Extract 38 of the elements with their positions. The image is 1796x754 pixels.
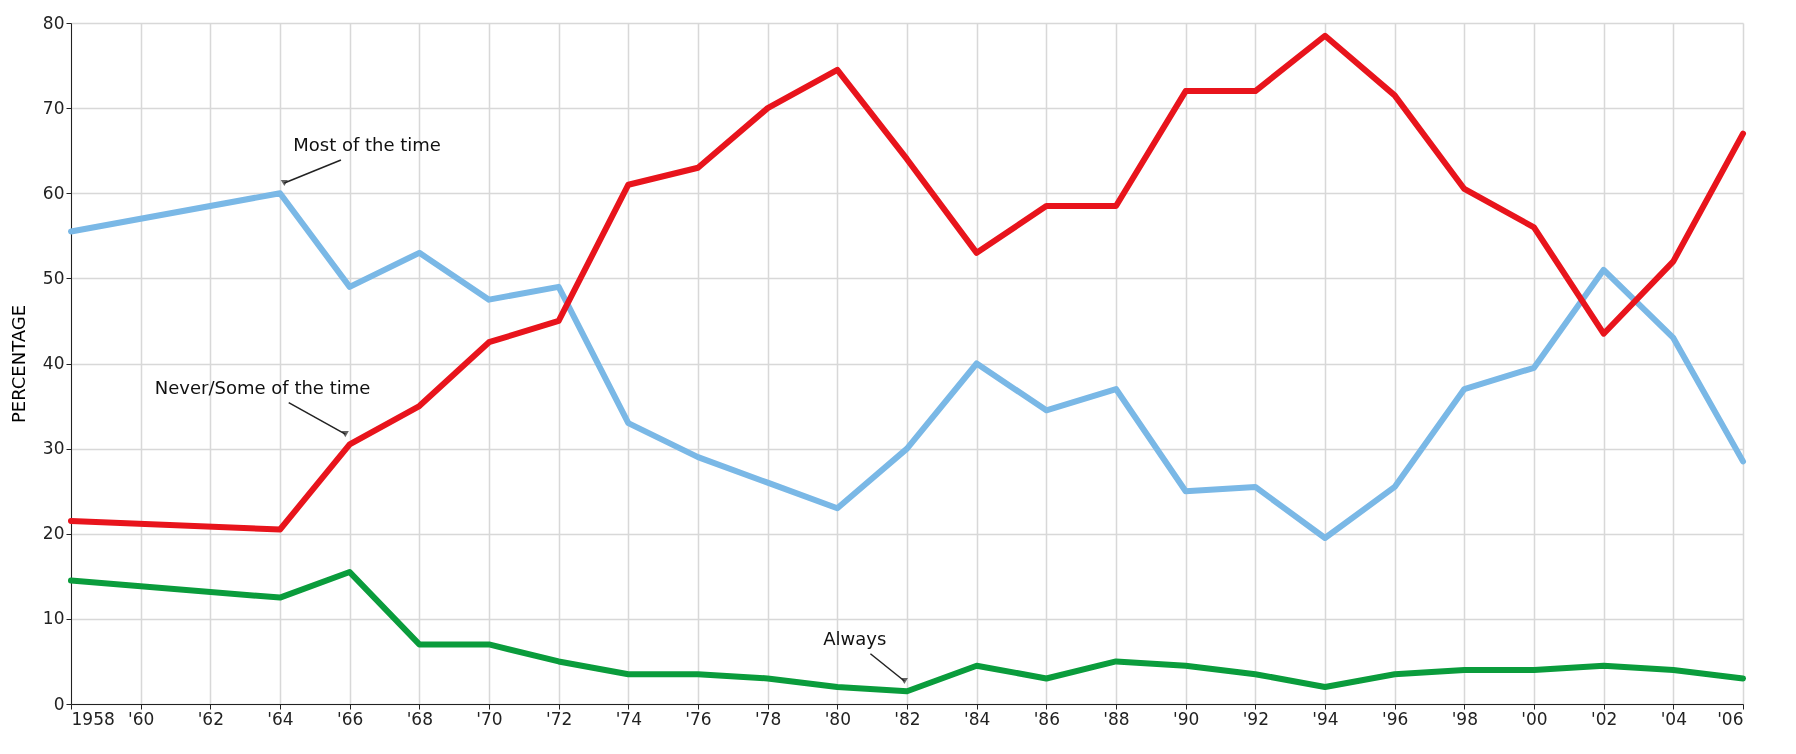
y-tick-label: 60 (42, 182, 65, 203)
x-tick-label: '98 (1451, 708, 1478, 729)
series-label: Never/Some of the time (154, 376, 371, 398)
y-tick-label: 70 (42, 97, 65, 118)
x-tick-label: '00 (1521, 708, 1548, 729)
y-tick-label: 80 (42, 12, 65, 33)
x-tick-label: '70 (476, 708, 503, 729)
x-tick-label: '62 (197, 708, 224, 729)
x-tick-label: '84 (964, 708, 991, 729)
y-tick-label: 30 (42, 438, 65, 459)
x-tick-label: '64 (267, 708, 294, 729)
x-tick-label: '76 (685, 708, 712, 729)
x-tick-label: '04 (1660, 708, 1687, 729)
x-tick-label: '90 (1173, 708, 1200, 729)
x-tick-label: '66 (337, 708, 364, 729)
x-tick-label: '60 (128, 708, 155, 729)
x-tick-label: '72 (546, 708, 573, 729)
x-tick-label: '88 (1103, 708, 1130, 729)
x-tick-label: '68 (406, 708, 433, 729)
x-tick-label: '92 (1242, 708, 1269, 729)
x-tick-label: '74 (615, 708, 642, 729)
y-tick-label: 40 (42, 353, 65, 373)
x-tick-label: '06 (1717, 708, 1744, 729)
y-axis-title: PERCENTAGE (7, 304, 29, 424)
text: Most of the time (293, 133, 441, 155)
y-tick-label: 10 (42, 608, 65, 629)
x-tick-label: '02 (1591, 708, 1618, 729)
y-tick-label: 50 (42, 267, 65, 288)
y-tick-label: 0 (53, 693, 65, 714)
x-tick-label: '86 (1033, 708, 1060, 729)
x-tick-label: '94 (1312, 708, 1339, 729)
x-tick-label: '78 (755, 708, 782, 729)
x-tick-label: 1958 (71, 708, 115, 729)
x-tick-label: '82 (894, 708, 921, 729)
text: Always (823, 627, 887, 649)
x-tick-label: '80 (824, 708, 851, 729)
x-tick-label: '96 (1382, 708, 1409, 729)
y-tick-label: 20 (42, 523, 65, 544)
